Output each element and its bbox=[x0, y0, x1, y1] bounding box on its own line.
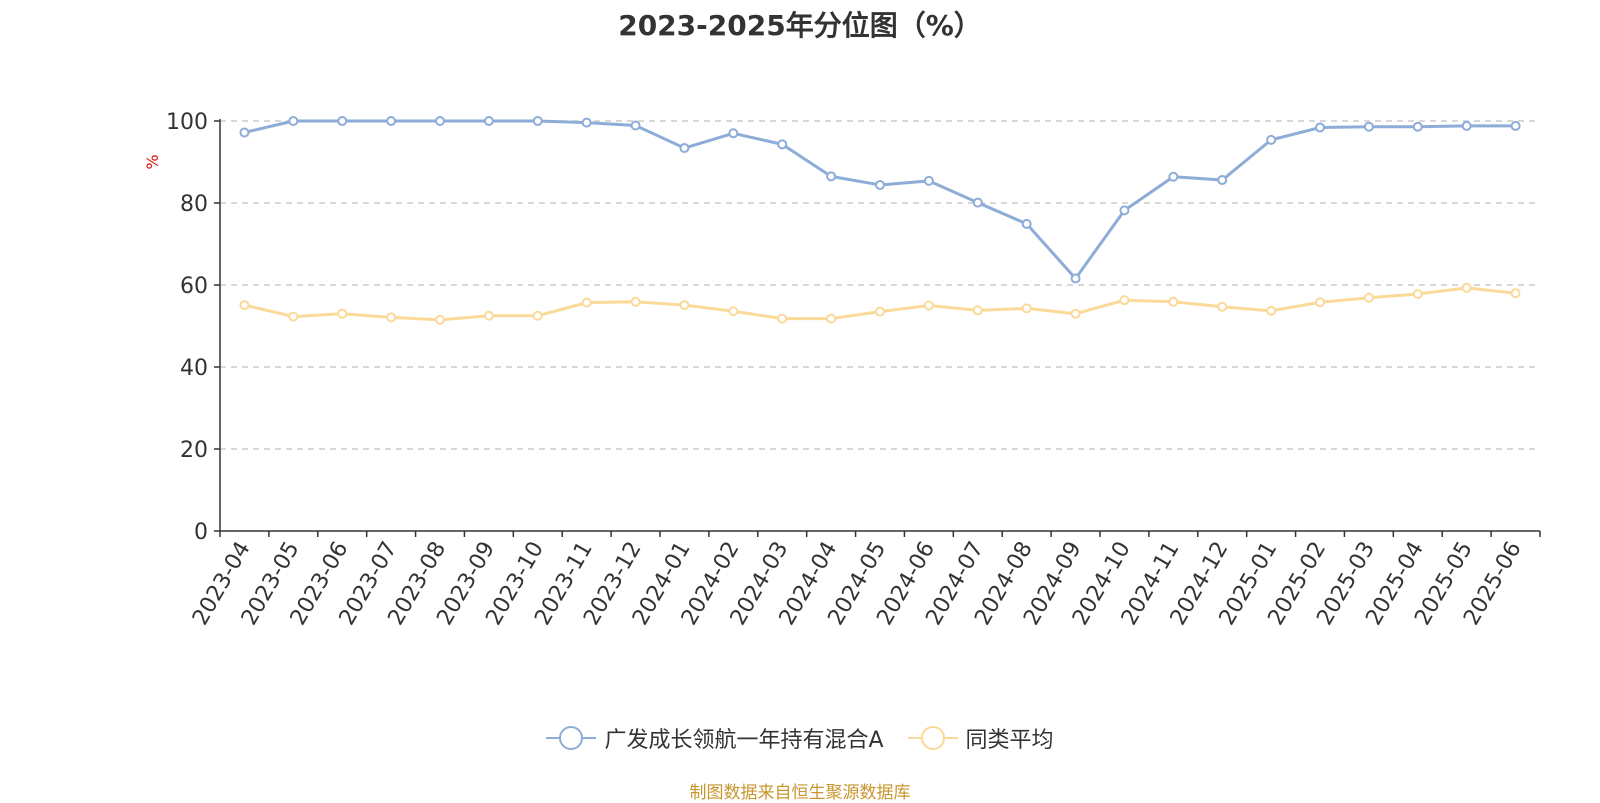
data-point bbox=[777, 313, 788, 324]
data-point bbox=[679, 143, 690, 154]
legend-item-fund[interactable]: 广发成长领航一年持有混合A bbox=[546, 722, 884, 754]
y-tick-label: 0 bbox=[194, 520, 208, 545]
y-tick-label: 20 bbox=[180, 438, 208, 463]
series-line-0 bbox=[244, 119, 1516, 280]
y-tick-label: 60 bbox=[180, 274, 208, 299]
series-lines bbox=[239, 116, 1521, 325]
data-point bbox=[435, 314, 445, 325]
line-chart: 0204060801002023-042023-052023-062023-07… bbox=[143, 110, 1541, 630]
data-point bbox=[288, 311, 299, 322]
data-point bbox=[630, 120, 641, 131]
data-point bbox=[728, 306, 739, 317]
data-point bbox=[288, 116, 299, 126]
chart-title: 2023-2025年分位图（%） bbox=[618, 9, 982, 42]
data-point bbox=[972, 197, 983, 208]
data-point bbox=[239, 127, 250, 138]
data-point bbox=[1021, 303, 1032, 314]
legend-item-average[interactable]: 同类平均 bbox=[907, 722, 1054, 754]
data-point bbox=[386, 312, 397, 323]
source-note: 制图数据来自恒生聚源数据库 bbox=[689, 783, 911, 803]
data-point bbox=[483, 310, 494, 321]
data-point bbox=[1217, 175, 1228, 186]
data-point bbox=[1315, 297, 1325, 308]
data-point bbox=[581, 117, 592, 128]
data-point bbox=[1266, 305, 1277, 316]
data-point bbox=[1266, 134, 1277, 145]
data-point bbox=[1412, 121, 1423, 132]
data-point bbox=[777, 139, 788, 150]
grid-lines bbox=[220, 120, 1540, 450]
y-tick-label: 40 bbox=[180, 356, 208, 381]
data-point bbox=[875, 306, 885, 317]
data-point bbox=[337, 116, 348, 126]
data-point bbox=[435, 116, 445, 126]
data-point bbox=[630, 296, 641, 307]
data-point bbox=[826, 171, 837, 182]
data-point bbox=[483, 116, 494, 126]
data-point bbox=[1217, 301, 1228, 312]
data-point bbox=[728, 128, 739, 139]
legend-marker-average bbox=[907, 725, 958, 751]
data-point bbox=[532, 310, 543, 321]
data-point bbox=[1168, 171, 1179, 182]
data-point bbox=[1510, 120, 1521, 131]
legend: 广发成长领航一年持有混合A 同类平均 bbox=[0, 722, 1600, 754]
legend-label-fund: 广发成长领航一年持有混合A bbox=[604, 728, 884, 753]
data-point bbox=[1315, 122, 1325, 133]
data-point bbox=[337, 308, 348, 319]
data-point bbox=[826, 313, 837, 324]
data-point bbox=[972, 305, 983, 316]
y-tick-label: 80 bbox=[180, 192, 208, 217]
data-point bbox=[1168, 296, 1179, 307]
data-point bbox=[1119, 205, 1130, 216]
data-point bbox=[532, 116, 543, 126]
data-point bbox=[1461, 282, 1472, 293]
data-point bbox=[1021, 218, 1032, 229]
data-point bbox=[1070, 308, 1081, 319]
data-point bbox=[1363, 292, 1374, 303]
data-point bbox=[875, 179, 885, 190]
data-point bbox=[1510, 288, 1521, 299]
data-point bbox=[386, 116, 397, 126]
data-point bbox=[923, 175, 934, 186]
y-tick-label: 100 bbox=[166, 110, 208, 135]
data-point bbox=[1412, 289, 1423, 300]
data-point bbox=[1119, 295, 1130, 306]
data-point bbox=[923, 300, 934, 311]
y-axis-label: % bbox=[143, 154, 162, 169]
data-point bbox=[581, 297, 592, 308]
data-point bbox=[679, 300, 690, 311]
legend-label-average: 同类平均 bbox=[965, 728, 1054, 753]
data-point bbox=[1461, 120, 1472, 131]
data-point bbox=[239, 300, 250, 311]
data-point bbox=[1363, 121, 1374, 132]
data-point bbox=[1070, 273, 1081, 284]
axes: 0204060801002023-042023-052023-062023-07… bbox=[166, 110, 1541, 630]
legend-marker-fund bbox=[546, 725, 597, 751]
